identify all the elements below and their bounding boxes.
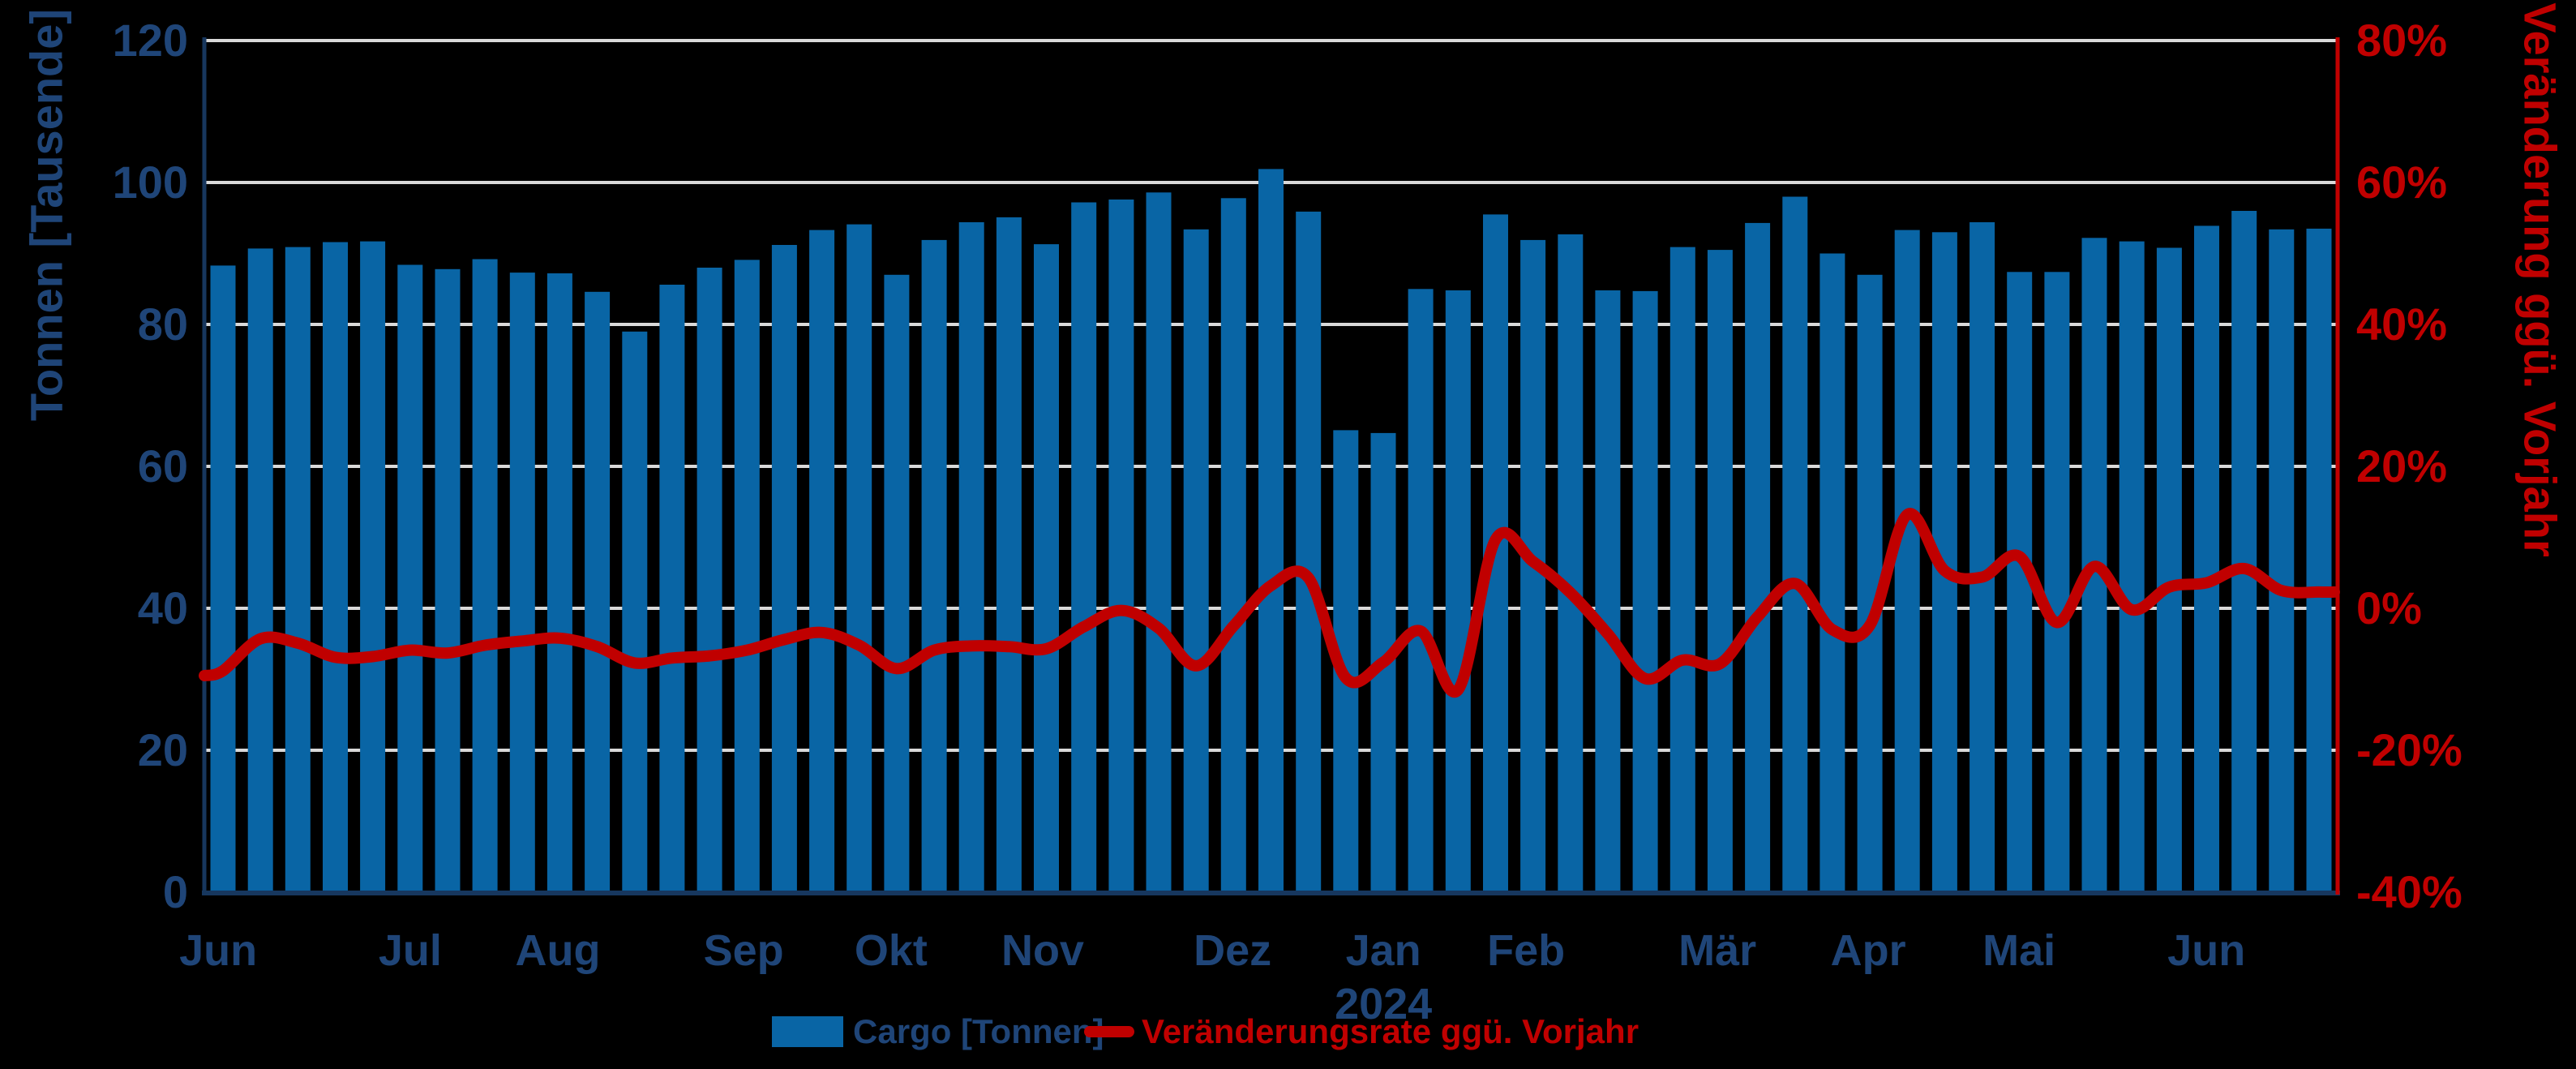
left-tick-100: 100 (112, 157, 188, 208)
left-axis-title: Tonnen [Tausende] (20, 8, 72, 422)
bar-week-42 (1745, 222, 1771, 892)
left-tick-0: 0 (162, 866, 188, 917)
right-tick-20%: 20% (2356, 440, 2448, 492)
month-label-mai-11: Mai (1982, 926, 2056, 975)
bar-week-7 (435, 268, 461, 893)
bar-week-30 (1296, 211, 1322, 892)
bar-week-20 (921, 239, 947, 892)
right-tick-40%: 40% (2356, 298, 2448, 350)
bar-week-40 (1669, 247, 1695, 893)
bar-week-52 (2119, 241, 2145, 893)
bar-week-26 (1146, 192, 1172, 893)
bar-week-41 (1707, 250, 1733, 893)
bar-week-44 (1819, 253, 1845, 892)
month-label-feb-8: Feb (1487, 926, 1566, 975)
right-tick-0%: 0% (2356, 582, 2422, 633)
month-label-jul-1: Jul (378, 926, 442, 975)
month-label-aug-2: Aug (515, 926, 601, 975)
bar-week-37 (1558, 234, 1584, 892)
month-label-jun-0: Jun (179, 926, 258, 975)
bar-week-34 (1445, 290, 1471, 892)
month-label-jan-7: Jan 2024 (1294, 926, 1472, 1028)
left-tick-60: 60 (137, 440, 188, 492)
bar-week-4 (323, 242, 348, 892)
bar-week-10 (546, 273, 572, 892)
bar-week-21 (958, 222, 984, 892)
bar-week-6 (397, 264, 423, 892)
bar-week-22 (996, 217, 1022, 892)
bar-week-48 (1970, 222, 1995, 892)
month-label-jun-12: Jun (2167, 926, 2246, 975)
bar-week-17 (809, 230, 835, 893)
month-label-dez-6: Dez (1194, 926, 1272, 975)
bar-week-12 (622, 331, 648, 893)
bar-week-1 (210, 265, 236, 892)
bar-week-29 (1258, 169, 1284, 892)
bar-week-25 (1108, 200, 1134, 892)
bar-week-23 (1034, 244, 1059, 893)
bar-week-39 (1632, 290, 1658, 892)
right-tick--20%: -20% (2356, 724, 2462, 775)
bar-week-55 (2231, 211, 2257, 892)
bar-week-24 (1071, 202, 1097, 892)
bar-week-46 (1894, 230, 1920, 893)
month-label-apr-10: Apr (1830, 926, 1906, 975)
bar-week-28 (1220, 198, 1246, 893)
bar-week-15 (734, 260, 760, 892)
change-rate-line (199, 508, 2340, 698)
left-tick-80: 80 (137, 298, 188, 350)
bar-week-57 (2306, 228, 2332, 892)
bar-week-5 (360, 241, 386, 893)
bar-week-19 (884, 274, 910, 893)
month-label-nov-5: Nov (1001, 926, 1084, 975)
bar-week-14 (697, 268, 722, 892)
bar-week-49 (2007, 272, 2033, 893)
right-tick-60%: 60% (2356, 157, 2448, 208)
right-tick-80%: 80% (2356, 15, 2448, 66)
bar-week-16 (771, 245, 797, 892)
left-tick-20: 20 (137, 724, 188, 775)
bar-week-3 (285, 247, 311, 893)
bar-week-56 (2269, 229, 2295, 893)
left-tick-40: 40 (137, 582, 188, 633)
bar-week-27 (1183, 229, 1209, 893)
bar-week-18 (847, 224, 872, 893)
month-label-okt-4: Okt (854, 926, 928, 975)
bar-week-33 (1408, 289, 1434, 893)
bar-week-43 (1782, 196, 1808, 892)
bar-week-38 (1595, 290, 1621, 892)
bar-week-2 (247, 248, 273, 892)
left-tick-120: 120 (112, 15, 188, 66)
bar-week-50 (2044, 272, 2070, 893)
bar-week-54 (2194, 225, 2219, 892)
right-tick--40%: -40% (2356, 866, 2462, 917)
month-label-sep-3: Sep (703, 926, 784, 975)
bar-week-13 (659, 285, 685, 892)
bar-week-9 (509, 273, 535, 893)
bar-week-8 (472, 259, 498, 892)
month-label-mär-9: Mär (1678, 926, 1757, 975)
bar-week-11 (585, 291, 611, 893)
bar-week-53 (2156, 247, 2182, 892)
year-label: 2024 (1335, 980, 1433, 1028)
